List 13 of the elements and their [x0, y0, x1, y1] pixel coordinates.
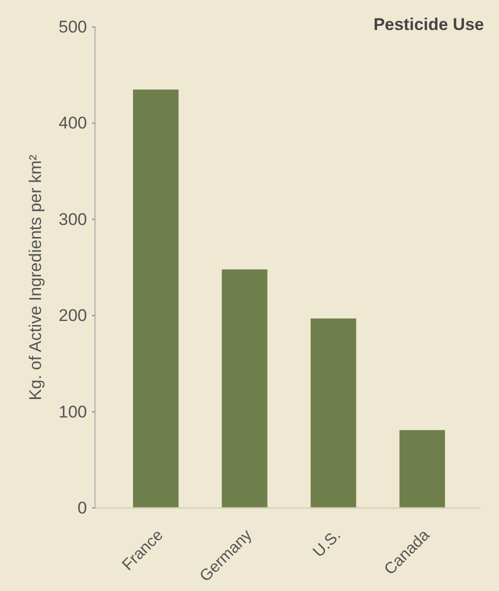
- x-tick-label: U.S.: [310, 526, 344, 561]
- bar: [133, 90, 179, 508]
- bar: [310, 318, 356, 508]
- bar: [399, 430, 445, 508]
- chart-title: Pesticide Use: [373, 15, 484, 34]
- y-tick-label: 100: [58, 402, 87, 422]
- y-tick-label: 500: [58, 17, 87, 36]
- y-tick-label: 200: [58, 306, 87, 326]
- y-tick-label: 300: [58, 210, 87, 229]
- y-tick-label: 400: [58, 114, 87, 133]
- y-tick-label: 0: [78, 498, 87, 518]
- bar: [222, 269, 268, 508]
- y-axis-title: Kg. of Active Ingredients per km²: [26, 154, 45, 400]
